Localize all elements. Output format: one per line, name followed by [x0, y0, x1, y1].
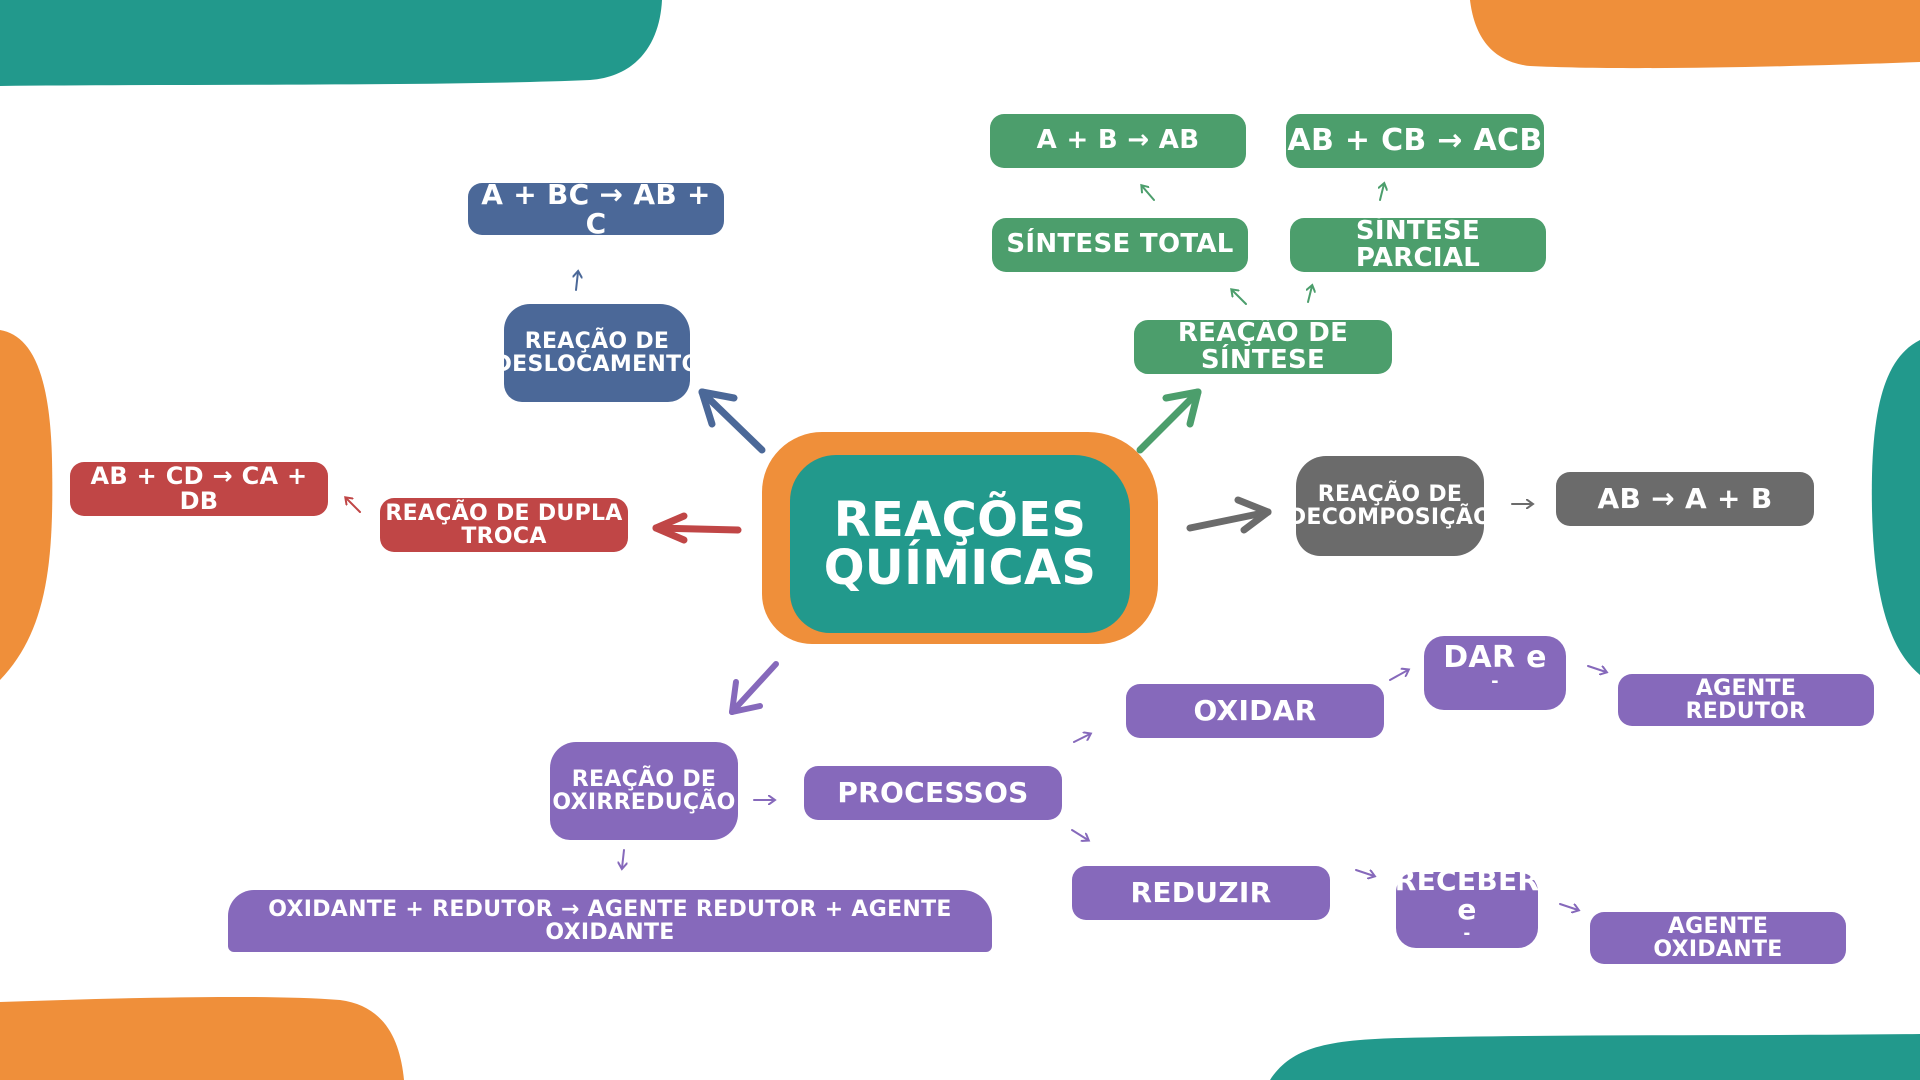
receber-eletron-symbol: e	[1457, 893, 1477, 927]
arrow-small-sintese-parcial	[1308, 286, 1312, 303]
arrow-to-oxirreducao	[729, 661, 779, 715]
deslocamento-node: REAÇÃO DE DESLOCAMENTO	[494, 304, 700, 402]
arrow-small-to-agente-redutor	[1587, 665, 1606, 672]
decomposicao-node: REAÇÃO DE DECOMPOSIÇÃO	[1288, 456, 1492, 556]
center-title-line1: REAÇÕES	[833, 492, 1087, 548]
arrow-to-decomposicao	[1186, 496, 1272, 534]
oxidar-node: OXIDAR	[1126, 684, 1384, 738]
decor-blob-left	[0, 330, 53, 680]
decor-blob-right	[1871, 340, 1920, 675]
decor-blob-bottom-right	[1270, 1034, 1920, 1080]
sintese-total-node: SÍNTESE TOTAL	[992, 218, 1248, 272]
decor-blob-top-left	[0, 0, 662, 86]
decor-blob-bottom-left	[0, 996, 404, 1080]
center-node: REAÇÕES QUÍMICAS	[790, 455, 1130, 633]
agente-redutor-line2: REDUTOR	[1685, 699, 1807, 724]
deslocamento-formula: A + BC → AB + C	[468, 179, 724, 238]
arrow-small-to-agente-oxidante	[1559, 903, 1578, 910]
arrow-small-to-oxidar	[1073, 734, 1090, 743]
arrow-small-dupla-troca-formula	[346, 498, 361, 513]
deslocamento-label-line1: REAÇÃO DE	[524, 328, 670, 354]
dar-eletron-node: DAR e-	[1424, 636, 1566, 710]
decor-blob-top-right	[1470, 0, 1920, 69]
oxirreducao-label-line2: OXIRREDUÇÃO	[552, 790, 736, 815]
arrow-small-to-equation	[622, 849, 624, 868]
processos-node: PROCESSOS	[804, 766, 1062, 820]
agente-redutor-node: AGENTE REDUTOR	[1618, 674, 1874, 726]
decomposicao-label-line2: DECOMPOSIÇÃO	[1287, 505, 1493, 530]
sintese-parcial-node: SÍNTESE PARCIAL	[1290, 217, 1546, 272]
sintese-node: REAÇÃO DE SÍNTESE	[1134, 319, 1392, 374]
arrow-small-to-receber	[1355, 869, 1374, 876]
oxirreducao-node: REAÇÃO DE OXIRREDUÇÃO	[550, 742, 738, 840]
sintese-total-formula: A + B → AB	[990, 114, 1246, 168]
oxirreducao-label-line1: REAÇÃO DE	[571, 766, 717, 792]
arrow-small-to-dar	[1389, 670, 1408, 681]
arrow-small-total-formula	[1142, 186, 1155, 201]
arrow-small-deslocamento-formula	[576, 272, 578, 291]
sintese-parcial-formula: AB + CB → ACB	[1286, 114, 1544, 168]
arrow-to-dupla-troca	[652, 512, 742, 544]
oxirreducao-equation: OXIDANTE + REDUTOR → AGENTE REDUTOR + AG…	[228, 890, 992, 952]
receber-eletron-label: RECEBER	[1394, 863, 1540, 897]
arrow-to-sintese	[1136, 388, 1202, 454]
reduzir-node: REDUZIR	[1072, 866, 1330, 920]
agente-redutor-line1: AGENTE	[1695, 675, 1797, 701]
arrow-small-parcial-formula	[1380, 184, 1384, 201]
agente-oxidante-node: AGENTE OXIDANTE	[1590, 912, 1846, 964]
dar-eletron-charge: -	[1491, 671, 1499, 692]
dupla-troca-label-line2: TROCA	[461, 524, 547, 549]
dupla-troca-label-line1: REAÇÃO DE DUPLA	[385, 500, 623, 526]
receber-eletron-charge: -	[1463, 922, 1471, 943]
decomposicao-formula: AB → A + B	[1556, 472, 1814, 526]
deslocamento-label-line2: DESLOCAMENTO	[493, 352, 701, 377]
dupla-troca-node: REAÇÃO DE DUPLA TROCA	[380, 498, 628, 552]
dupla-troca-formula: AB + CD → CA + DB	[70, 462, 328, 516]
arrow-to-deslocamento	[698, 388, 766, 454]
arrow-small-to-reduzir	[1071, 829, 1088, 840]
decomposicao-label-line1: REAÇÃO DE	[1317, 481, 1463, 507]
agente-oxidante-line2: OXIDANTE	[1653, 937, 1783, 962]
dar-eletron-label: DAR e	[1443, 639, 1547, 675]
arrow-small-sintese-total	[1232, 290, 1247, 305]
receber-eletron-node: RECEBER e-	[1395, 866, 1539, 948]
center-title-line2: QUÍMICAS	[823, 540, 1097, 596]
agente-oxidante-line1: AGENTE	[1667, 913, 1769, 939]
